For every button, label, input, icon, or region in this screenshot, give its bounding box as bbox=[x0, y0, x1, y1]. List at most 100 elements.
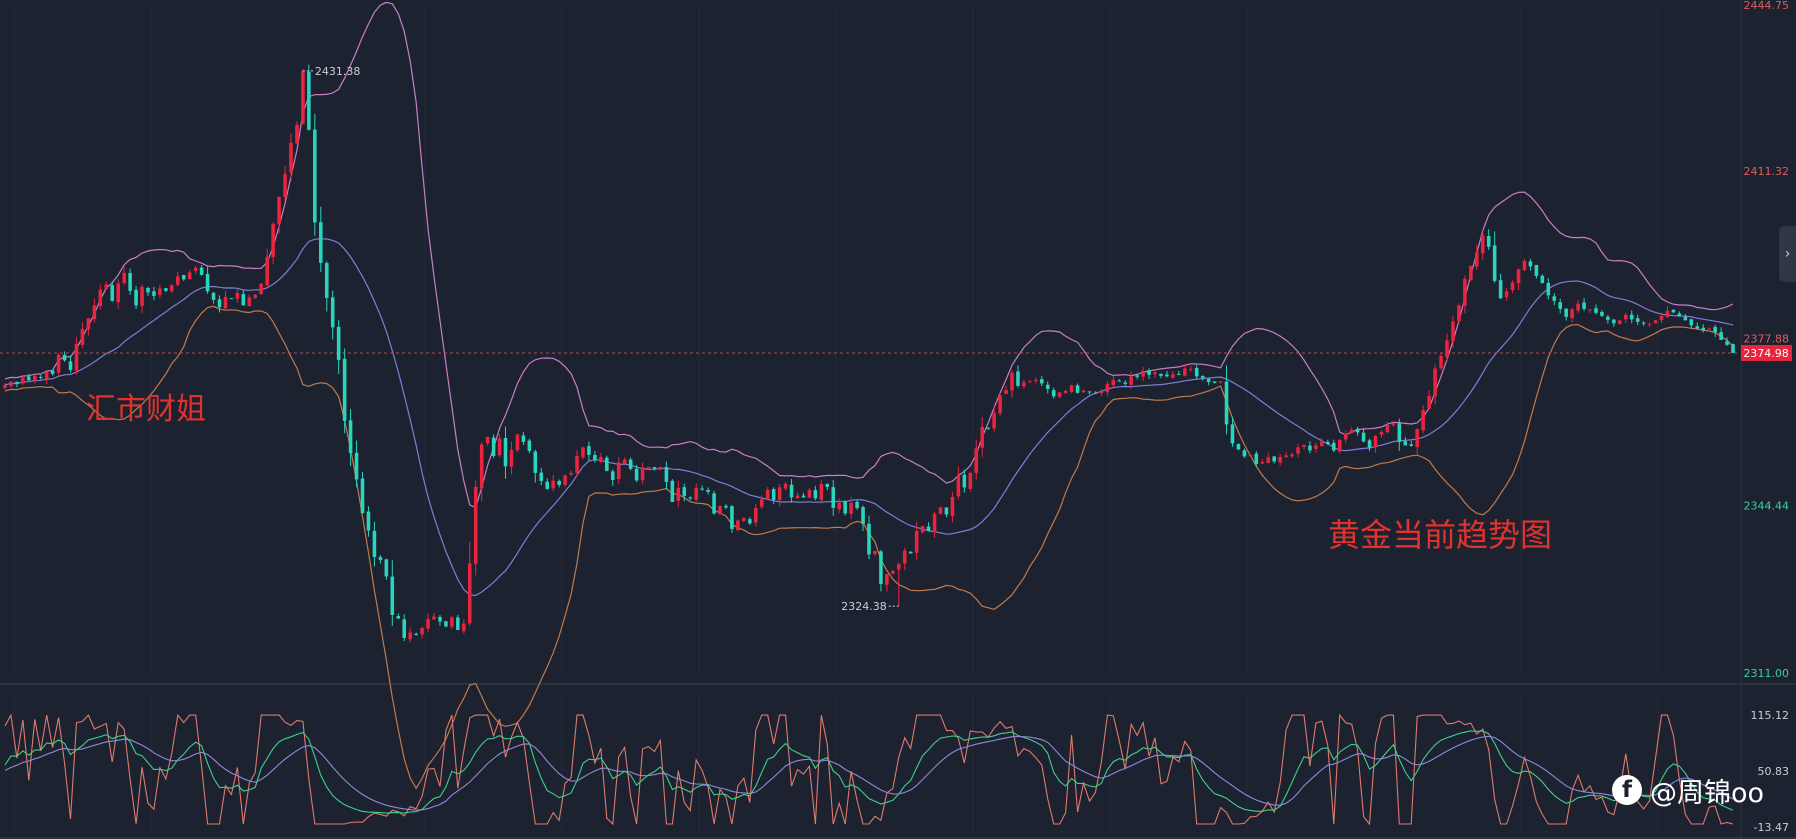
social-watermark: f @周锦oo bbox=[1612, 772, 1764, 809]
candle-body bbox=[1623, 314, 1628, 320]
candle-body bbox=[324, 263, 329, 298]
candle-body bbox=[1314, 445, 1318, 450]
candle-body bbox=[205, 273, 210, 292]
candle-body bbox=[724, 505, 728, 508]
candle-body bbox=[1147, 370, 1151, 375]
candle-body bbox=[855, 501, 859, 508]
candle-body bbox=[1159, 373, 1163, 376]
candle-body bbox=[1713, 326, 1717, 333]
candle-body bbox=[1522, 260, 1527, 271]
candle-body bbox=[1266, 457, 1271, 463]
candle-body bbox=[1361, 432, 1366, 442]
candle-body bbox=[908, 551, 913, 554]
candle-body bbox=[158, 288, 162, 295]
candle-body bbox=[521, 435, 526, 442]
candle-body bbox=[116, 283, 120, 303]
candle-body bbox=[1022, 382, 1026, 387]
candle-body bbox=[1296, 447, 1300, 454]
candle-body bbox=[372, 530, 377, 557]
candle-body bbox=[1671, 309, 1676, 313]
candle-body bbox=[223, 296, 228, 309]
candle-body bbox=[998, 395, 1002, 414]
chevron-right-icon[interactable]: › bbox=[1779, 226, 1796, 282]
candle-body bbox=[1367, 440, 1372, 448]
candle-body bbox=[1558, 302, 1563, 309]
candle-body bbox=[1331, 442, 1336, 451]
candle-body bbox=[134, 289, 138, 306]
candle-body bbox=[92, 305, 97, 320]
candle-body bbox=[152, 291, 156, 296]
candle-body bbox=[1272, 456, 1276, 462]
oscillator-line-2 bbox=[4, 730, 1734, 814]
candle-body bbox=[68, 361, 73, 370]
candle-body bbox=[1010, 372, 1014, 391]
candle-body bbox=[879, 551, 883, 584]
candle-body bbox=[444, 621, 448, 627]
candle-body bbox=[950, 496, 955, 516]
price-axis-tick-label: 2311.00 bbox=[1744, 667, 1790, 680]
candle-body bbox=[825, 483, 830, 487]
candle-body bbox=[1546, 282, 1551, 296]
candle-body bbox=[1230, 424, 1235, 444]
candle-body bbox=[837, 502, 841, 510]
candle-body bbox=[56, 354, 61, 373]
candle-body bbox=[1653, 320, 1658, 324]
oscillator-axis-tick-label: 50.83 bbox=[1758, 765, 1790, 778]
candle-body bbox=[467, 563, 472, 624]
candle-body bbox=[402, 619, 407, 638]
oscillator-pane bbox=[4, 713, 1734, 826]
candle-body bbox=[718, 505, 722, 514]
candle-body bbox=[432, 616, 436, 620]
candle-body bbox=[289, 142, 293, 173]
candle-body bbox=[1463, 278, 1467, 306]
candle-body bbox=[646, 466, 651, 469]
candle-body bbox=[122, 272, 126, 283]
candle-body bbox=[140, 286, 144, 307]
candle-body bbox=[1153, 372, 1157, 375]
candle-body bbox=[1183, 368, 1187, 376]
candle-body bbox=[21, 377, 25, 384]
candle-body bbox=[1028, 381, 1032, 383]
candle-body bbox=[450, 617, 454, 627]
candle-body bbox=[688, 497, 693, 499]
high-annotation: 2431.38 bbox=[315, 65, 361, 78]
candle-body bbox=[164, 288, 168, 291]
candle-body bbox=[1433, 368, 1437, 397]
candle-body bbox=[610, 471, 615, 480]
candle-body bbox=[253, 294, 258, 298]
candle-body bbox=[843, 501, 847, 514]
candle-body bbox=[1016, 371, 1020, 386]
candle-body bbox=[634, 468, 639, 481]
candle-body bbox=[1510, 282, 1515, 291]
candle-body bbox=[1290, 454, 1294, 457]
candle-body bbox=[1379, 431, 1384, 435]
candle-body bbox=[1725, 341, 1729, 345]
candle-body bbox=[110, 285, 115, 301]
candle-body bbox=[336, 326, 341, 360]
candle-body bbox=[777, 487, 782, 501]
last-price-tag bbox=[1741, 344, 1792, 361]
candle-body bbox=[50, 370, 55, 374]
candle-body bbox=[1689, 319, 1694, 326]
candle-body bbox=[1641, 322, 1646, 324]
candle-body bbox=[170, 285, 174, 292]
candle-body bbox=[473, 486, 478, 564]
oscillator-axis-tick-label: 115.12 bbox=[1751, 709, 1790, 722]
oscillator-line-1 bbox=[4, 713, 1734, 826]
candle-body bbox=[241, 293, 246, 306]
candle-body bbox=[1439, 355, 1443, 369]
candle-body bbox=[44, 371, 49, 379]
candle-body bbox=[676, 487, 681, 501]
candle-body bbox=[1564, 308, 1568, 317]
candle-body bbox=[765, 489, 770, 499]
candle-body bbox=[640, 467, 645, 481]
price-axis-tick-label: 2344.44 bbox=[1744, 500, 1790, 513]
low-annotation: 2324.38 bbox=[841, 600, 887, 613]
candle-body bbox=[533, 451, 538, 473]
candle-body bbox=[587, 446, 591, 455]
candle-body bbox=[354, 452, 359, 480]
grid bbox=[13, 4, 1659, 835]
candle-body bbox=[622, 459, 627, 464]
candle-body bbox=[1612, 319, 1616, 324]
